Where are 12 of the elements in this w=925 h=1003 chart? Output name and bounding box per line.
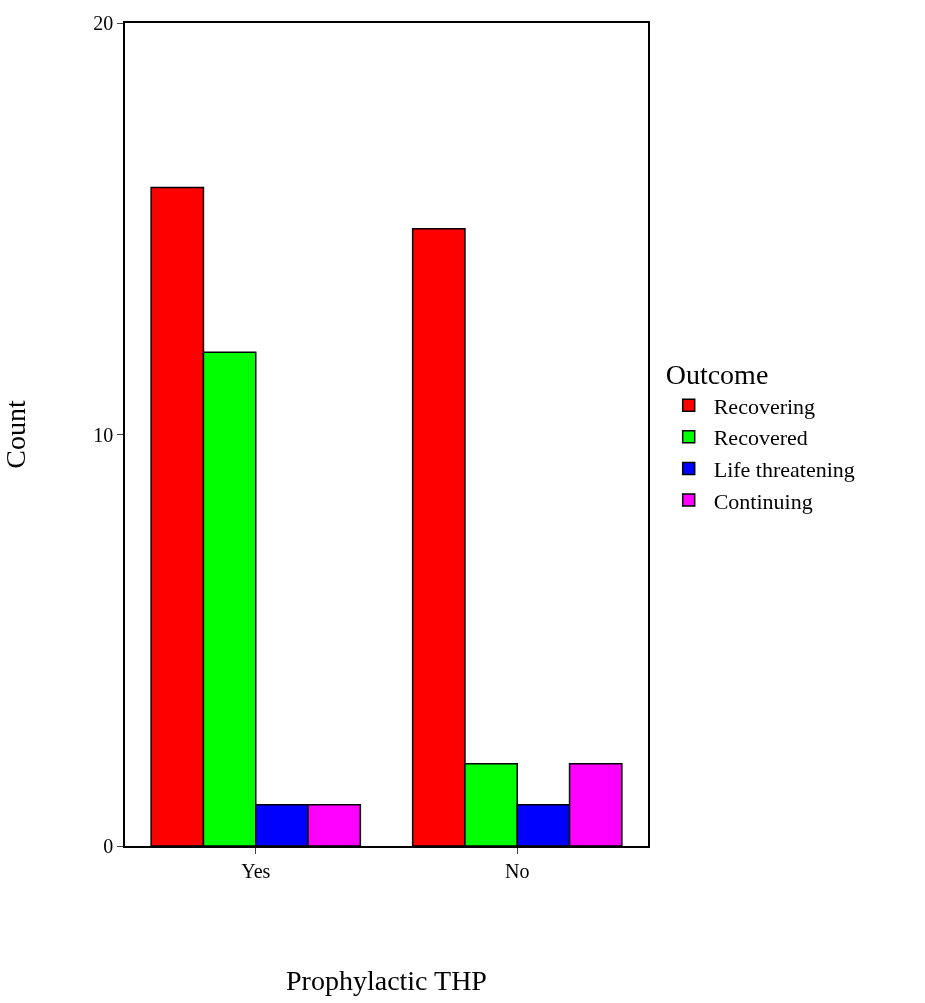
y-axis-title: Count bbox=[0, 400, 31, 469]
legend-label: Continuing bbox=[713, 488, 813, 514]
x-axis-title: Prophylactic THP bbox=[286, 965, 487, 997]
y-tick-label: 10 bbox=[93, 423, 114, 446]
legend-title: Outcome bbox=[665, 359, 769, 391]
legend-label: Life threatening bbox=[713, 456, 855, 482]
legend-label: Recovered bbox=[713, 425, 808, 451]
x-tick-label: No bbox=[505, 859, 530, 882]
y-tick-label: 0 bbox=[103, 835, 114, 857]
y-tick-label: 20 bbox=[93, 12, 114, 34]
x-tick-label: Yes bbox=[241, 859, 271, 882]
legend-label: Recovering bbox=[713, 393, 816, 419]
